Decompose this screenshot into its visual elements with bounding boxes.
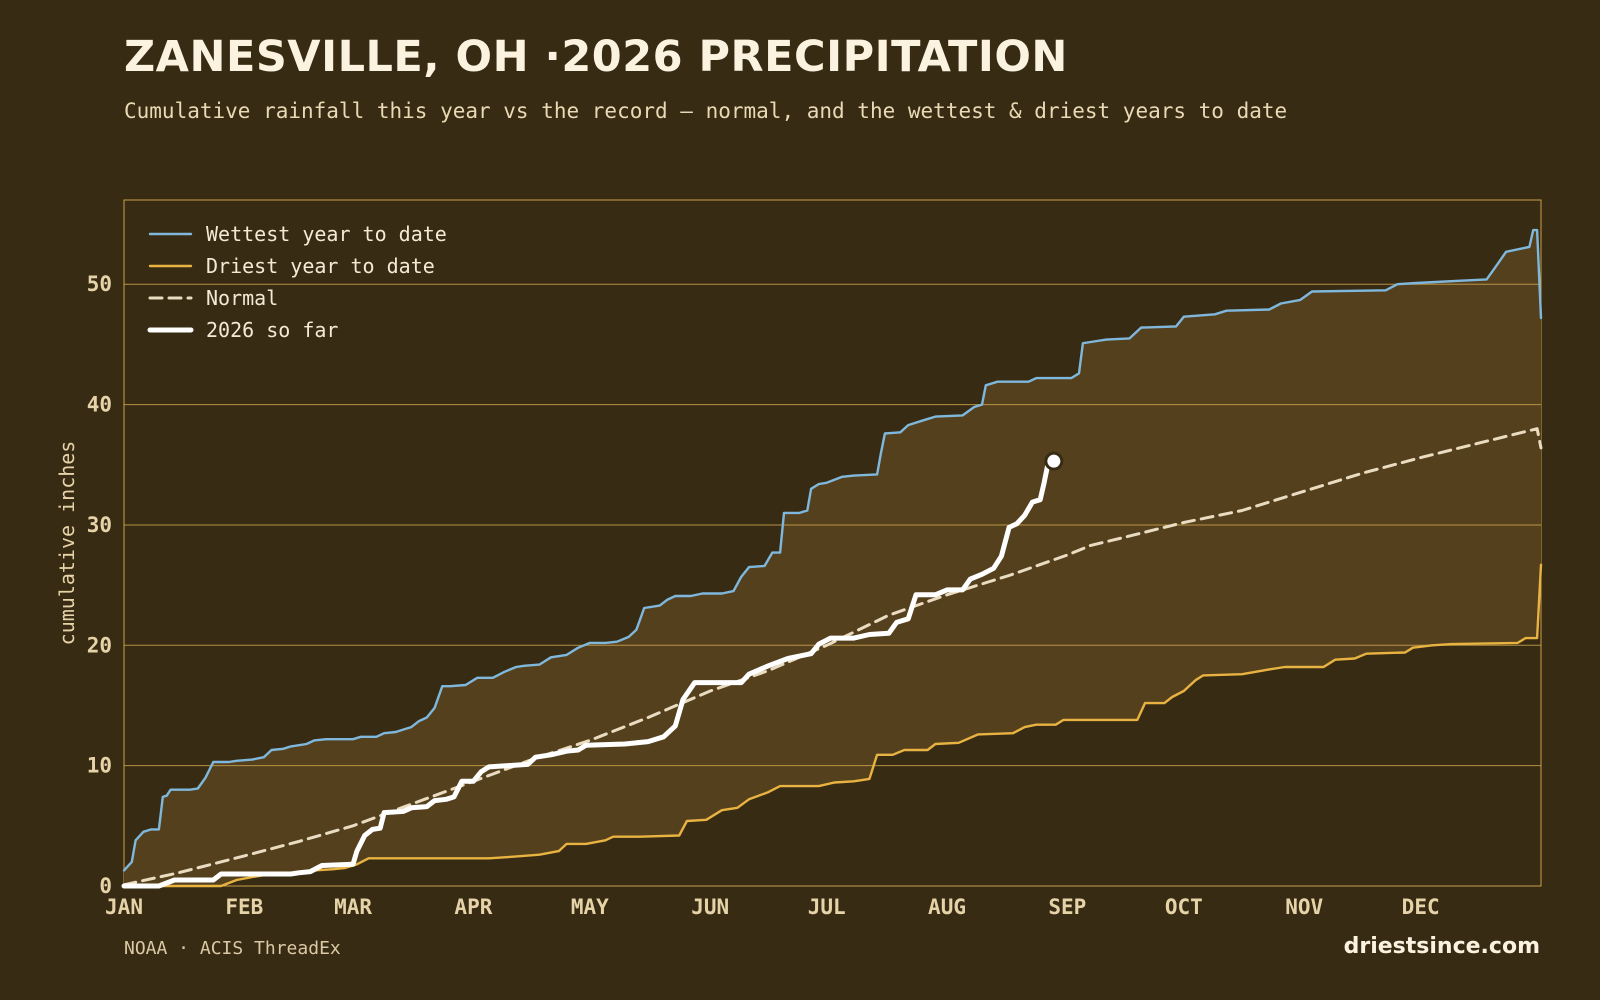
x-tick-label: FEB bbox=[225, 895, 263, 919]
x-tick-label: MAR bbox=[334, 895, 372, 919]
x-tick-label: SEP bbox=[1048, 895, 1086, 919]
legend-label: Normal bbox=[206, 286, 278, 310]
x-tick-label: APR bbox=[454, 895, 492, 919]
x-tick-label: OCT bbox=[1165, 895, 1203, 919]
chart-subtitle: Cumulative rainfall this year vs the rec… bbox=[124, 99, 1288, 123]
x-tick-label: DEC bbox=[1402, 895, 1440, 919]
legend-label: 2026 so far bbox=[206, 318, 338, 342]
wettest-line bbox=[122, 228, 1543, 872]
brand-link[interactable]: driestsince.com bbox=[1343, 934, 1540, 959]
legend-label: Driest year to date bbox=[206, 254, 435, 278]
chart-title: ZANESVILLE, OH ·2026 PRECIPITATION bbox=[124, 32, 1068, 82]
x-tick-label: JUN bbox=[691, 895, 729, 919]
y-tick-label: 20 bbox=[87, 633, 112, 657]
x-tick-label: MAY bbox=[571, 895, 609, 919]
data-source: NOAA · ACIS ThreadEx bbox=[124, 938, 341, 959]
y-tick-label: 10 bbox=[87, 754, 112, 778]
x-tick-label: AUG bbox=[928, 895, 966, 919]
x-tick-label: JUL bbox=[808, 895, 846, 919]
current-year-end-marker bbox=[1044, 451, 1064, 471]
y-tick-label: 40 bbox=[87, 393, 112, 417]
y-tick-label: 30 bbox=[87, 513, 112, 537]
y-tick-label: 50 bbox=[87, 272, 112, 296]
range-band bbox=[124, 230, 1541, 887]
y-tick-label: 0 bbox=[99, 874, 112, 898]
normal-line bbox=[122, 427, 1543, 887]
x-tick-label: JAN bbox=[105, 895, 143, 919]
current-year-line bbox=[121, 458, 1055, 889]
driest-line bbox=[122, 563, 1543, 888]
legend-label: Wettest year to date bbox=[206, 222, 447, 246]
x-tick-label: NOV bbox=[1285, 895, 1323, 919]
y-axis-label: cumulative inches bbox=[55, 441, 79, 646]
